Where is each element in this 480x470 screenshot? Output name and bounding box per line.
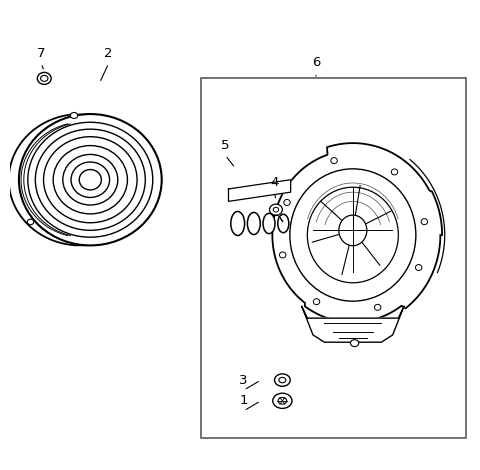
Text: 7: 7	[37, 47, 45, 60]
Ellipse shape	[278, 398, 287, 404]
Text: 4: 4	[270, 175, 279, 188]
Ellipse shape	[421, 219, 428, 225]
Text: 1: 1	[240, 394, 248, 407]
Polygon shape	[272, 143, 442, 322]
Ellipse shape	[27, 219, 34, 225]
Ellipse shape	[273, 393, 292, 408]
Ellipse shape	[374, 305, 381, 310]
Ellipse shape	[247, 212, 260, 235]
Ellipse shape	[284, 199, 290, 205]
Polygon shape	[228, 180, 291, 201]
Polygon shape	[274, 215, 283, 222]
Ellipse shape	[313, 299, 320, 305]
Ellipse shape	[350, 340, 359, 346]
Ellipse shape	[275, 374, 290, 386]
Ellipse shape	[279, 377, 286, 383]
Ellipse shape	[231, 212, 245, 235]
Ellipse shape	[41, 75, 48, 81]
Bar	[201, 78, 466, 438]
Ellipse shape	[331, 157, 337, 164]
Ellipse shape	[278, 214, 289, 233]
Ellipse shape	[37, 72, 51, 85]
Text: 5: 5	[221, 139, 229, 152]
Ellipse shape	[391, 169, 398, 175]
Ellipse shape	[416, 265, 422, 271]
Ellipse shape	[263, 213, 275, 234]
Ellipse shape	[269, 204, 282, 215]
Ellipse shape	[279, 252, 286, 258]
Text: 2: 2	[105, 47, 113, 60]
Polygon shape	[301, 306, 404, 342]
Text: 6: 6	[312, 56, 320, 69]
Ellipse shape	[71, 112, 78, 118]
Text: 3: 3	[240, 374, 248, 387]
